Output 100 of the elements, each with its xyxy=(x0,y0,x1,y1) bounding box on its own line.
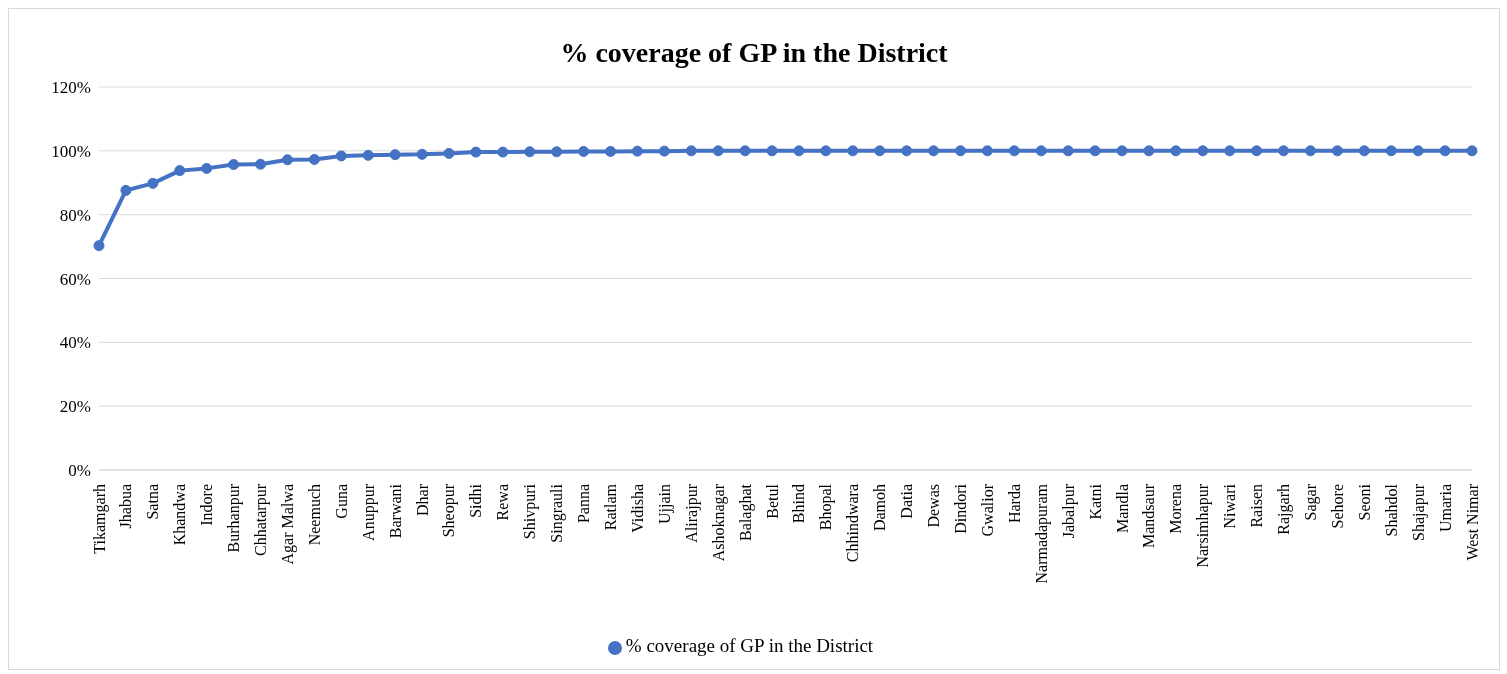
x-tick-label: Vidisha xyxy=(628,484,646,533)
x-tick-label: Mandsaur xyxy=(1140,483,1158,548)
x-tick-label: Indore xyxy=(198,484,216,526)
x-tick-label: Sehore xyxy=(1328,484,1346,529)
y-tick-label: 0% xyxy=(68,461,91,481)
point xyxy=(1358,145,1370,157)
x-tick-label: Raisen xyxy=(1248,484,1266,528)
x-tick-label: Morena xyxy=(1167,484,1185,534)
x-tick-label: Chhatarpur xyxy=(252,483,271,556)
point xyxy=(524,146,536,158)
x-tick-label: Umaria xyxy=(1436,484,1454,532)
point xyxy=(605,145,617,157)
point xyxy=(1197,145,1209,157)
x-tick-label: Sidhi xyxy=(467,483,485,518)
chart-title: % coverage of GP in the District xyxy=(559,37,949,70)
point xyxy=(470,146,482,158)
x-tick-label: Jhabua xyxy=(117,484,135,529)
x-tick-label: Damoh xyxy=(871,484,889,532)
point xyxy=(739,145,751,157)
x-tick-label: Dhar xyxy=(413,483,431,516)
point xyxy=(120,184,132,196)
x-tick-label: Balaghat xyxy=(736,483,755,541)
x-tick-label: Katni xyxy=(1086,483,1104,520)
point xyxy=(1331,145,1343,157)
y-tick-label: 40% xyxy=(59,333,91,353)
y-tick-label: 60% xyxy=(59,269,91,289)
point xyxy=(1035,145,1047,157)
x-tick-label: Ratlam xyxy=(602,483,620,531)
x-tick-label: Sheopur xyxy=(440,483,459,538)
point xyxy=(1466,145,1478,157)
point xyxy=(147,177,159,189)
point xyxy=(928,145,940,157)
point xyxy=(497,146,509,158)
x-tick-label: Mandla xyxy=(1113,484,1131,533)
x-tick-label: Rewa xyxy=(494,484,512,521)
x-tick-label: Niwari xyxy=(1221,483,1239,529)
point xyxy=(766,145,778,157)
point xyxy=(174,165,186,177)
point xyxy=(1143,145,1155,157)
x-tick-label: Guna xyxy=(332,484,350,519)
point xyxy=(1008,145,1020,157)
point xyxy=(255,158,267,170)
x-tick-label: Chhindwara xyxy=(844,484,862,563)
y-tick-label: 20% xyxy=(59,397,91,417)
point xyxy=(1412,145,1424,157)
point xyxy=(443,147,455,159)
x-tick-label: West Nimar xyxy=(1463,483,1481,561)
point xyxy=(1304,145,1316,157)
x-tick-label: Panna xyxy=(575,484,593,524)
point xyxy=(712,145,724,157)
x-tick-label: Satna xyxy=(144,484,162,520)
point xyxy=(1170,145,1182,157)
x-tick-label: Alirajpur xyxy=(682,483,701,543)
x-tick-label: Shivpuri xyxy=(521,483,540,540)
x-tick-label: Ashoknagar xyxy=(709,483,728,562)
x-tick-label: Neemuch xyxy=(305,484,323,546)
point xyxy=(1116,145,1128,157)
x-tick-label: Khandwa xyxy=(171,484,189,546)
point xyxy=(874,145,886,157)
x-tick-label: Gwalior xyxy=(978,483,996,537)
y-tick-label: 100% xyxy=(51,141,91,161)
x-tick-label: Tikamgarh xyxy=(90,484,109,554)
point xyxy=(335,150,347,162)
x-tick-label: Bhopal xyxy=(817,483,836,531)
point xyxy=(389,149,401,161)
x-tick-label: Datia xyxy=(898,484,916,519)
x-tick-label: Betul xyxy=(763,483,781,519)
point xyxy=(93,240,105,252)
point xyxy=(281,154,293,166)
point xyxy=(981,145,993,157)
y-tick-label: 120% xyxy=(51,78,91,98)
point xyxy=(551,146,563,158)
x-tick-label: Seoni xyxy=(1355,483,1373,521)
x-tick-label: Barwani xyxy=(386,483,404,539)
point xyxy=(954,145,966,157)
x-tick-label: Ujjain xyxy=(655,484,674,524)
point xyxy=(362,149,374,161)
point xyxy=(1251,145,1263,157)
point xyxy=(1224,145,1236,157)
x-tick-label: Agar Malwa xyxy=(278,484,297,565)
point xyxy=(793,145,805,157)
point xyxy=(201,162,213,174)
point xyxy=(1439,145,1451,157)
x-tick-label: Burhanpur xyxy=(225,483,244,553)
point xyxy=(820,145,832,157)
point xyxy=(901,145,913,157)
x-tick-label: Rajgarh xyxy=(1275,484,1294,535)
x-tick-label: Sagar xyxy=(1301,483,1320,521)
x-tick-label: Shajapur xyxy=(1409,483,1428,541)
x-tick-label: Singrauli xyxy=(548,483,567,543)
x-tick-label: Jabalpur xyxy=(1059,483,1078,539)
point xyxy=(631,145,643,157)
x-tick-label: Narsimhapur xyxy=(1194,483,1213,568)
point xyxy=(416,148,428,160)
point xyxy=(847,145,859,157)
point xyxy=(228,159,240,171)
y-tick-label: 80% xyxy=(59,205,91,225)
x-tick-label: Anuppur xyxy=(359,483,378,541)
point xyxy=(1385,145,1397,157)
x-tick-label: Narmadapuram xyxy=(1032,483,1051,584)
